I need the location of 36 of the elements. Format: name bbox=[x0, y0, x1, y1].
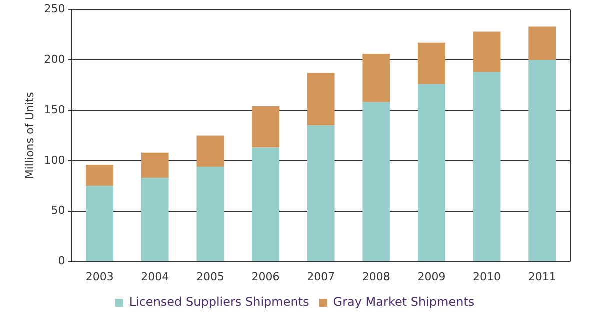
bar bbox=[86, 186, 114, 262]
y-tick-label: 100 bbox=[44, 154, 66, 167]
bar bbox=[307, 126, 335, 262]
y-tick-label: 0 bbox=[58, 254, 66, 268]
bar bbox=[528, 26, 556, 60]
x-tick-label: 2007 bbox=[307, 270, 336, 284]
bar bbox=[418, 84, 446, 262]
bar bbox=[362, 54, 390, 102]
bar bbox=[473, 72, 501, 262]
bar bbox=[196, 136, 224, 167]
bar bbox=[418, 42, 446, 84]
bar bbox=[141, 152, 169, 178]
bar bbox=[528, 60, 556, 262]
y-axis-title: Millions of Units bbox=[23, 92, 36, 180]
y-tick-label: 150 bbox=[44, 103, 66, 116]
x-tick-label: 2010 bbox=[473, 270, 502, 284]
bar bbox=[196, 166, 224, 262]
bar bbox=[362, 102, 390, 262]
y-tick-label: 50 bbox=[51, 204, 66, 218]
bar bbox=[307, 73, 335, 126]
bar bbox=[141, 178, 169, 262]
y-tick-label: 200 bbox=[44, 52, 66, 66]
bar bbox=[473, 32, 501, 72]
x-tick-label: 2003 bbox=[86, 270, 114, 284]
bar bbox=[86, 164, 114, 186]
bar bbox=[252, 106, 280, 148]
x-tick-label: 2005 bbox=[196, 270, 224, 284]
y-tick-label: 250 bbox=[44, 2, 66, 16]
x-tick-label: 2009 bbox=[418, 270, 446, 284]
bar bbox=[252, 148, 280, 262]
x-tick-label: 2006 bbox=[252, 270, 280, 284]
legend-label: Licensed Suppliers Shipments bbox=[129, 295, 310, 310]
x-tick-label: 2008 bbox=[362, 270, 390, 284]
x-tick-label: 2011 bbox=[528, 270, 556, 284]
legend-label: Gray Market Shipments bbox=[333, 295, 475, 310]
x-tick-label: 2004 bbox=[141, 270, 170, 284]
